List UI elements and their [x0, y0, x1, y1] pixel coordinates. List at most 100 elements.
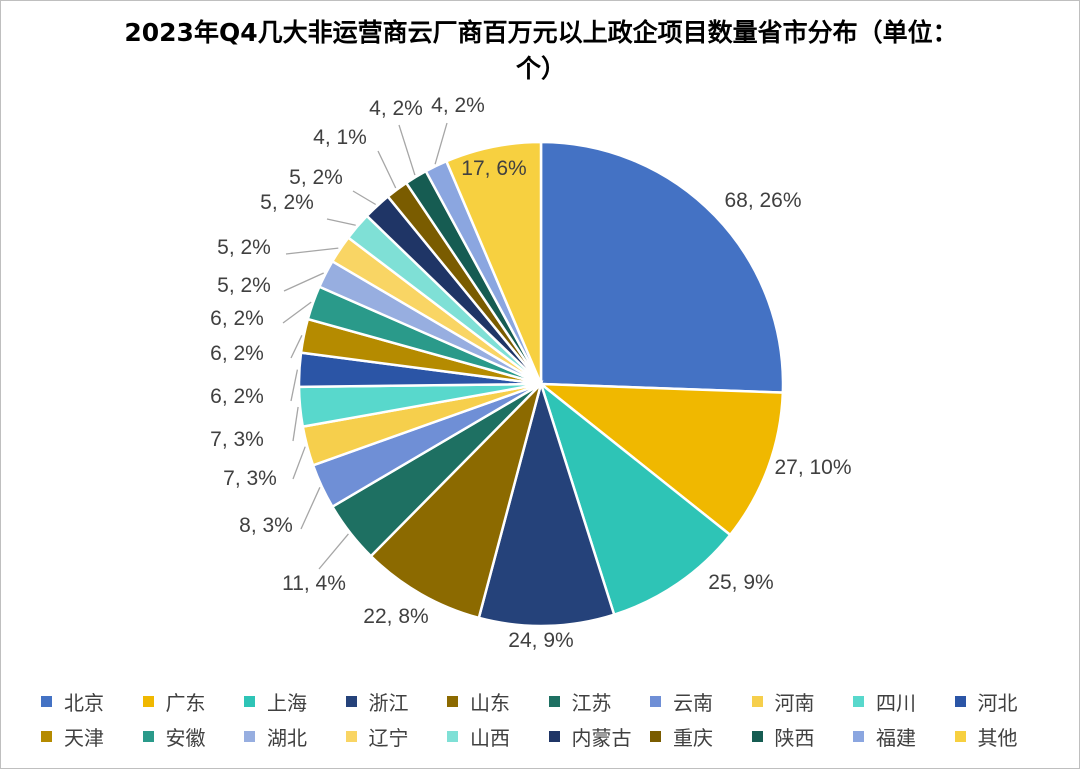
legend-label: 四川 — [876, 690, 916, 715]
legend-row: 天津 安徽 湖北 辽宁 山西 内蒙古 重庆 陕西 福建 其他 — [41, 721, 1061, 751]
legend-item: 辽宁 — [345, 721, 409, 751]
legend-item: 其他 — [954, 721, 1018, 751]
legend-label: 江苏 — [571, 690, 612, 715]
legend-swatch — [244, 730, 255, 742]
legend-swatch — [142, 730, 154, 742]
legend-item: 北京 — [41, 686, 104, 716]
legend-item: 广东 — [142, 686, 206, 716]
data-label-2: 27, 10% — [774, 456, 851, 479]
data-label-17: 4, 1% — [313, 126, 367, 149]
legend-item: 湖北 — [244, 721, 307, 751]
pie-slice-5 — [369, 379, 544, 620]
legend-label: 安徽 — [165, 725, 206, 750]
data-label-1: 68, 26% — [724, 189, 801, 212]
legend-item: 河北 — [954, 686, 1018, 716]
legend-swatch — [853, 730, 864, 742]
legend-label: 广东 — [165, 690, 206, 715]
legend-swatch — [954, 730, 966, 742]
data-label-16: 5, 2% — [289, 166, 343, 189]
legend-row: 北京 广东 上海 浙江 山东 江苏 云南 河南 四川 河北 — [41, 686, 1061, 716]
leader-line-18 — [398, 124, 416, 176]
legend-swatch — [853, 695, 864, 707]
legend-item: 四川 — [853, 686, 916, 716]
legend-label: 河南 — [774, 690, 815, 715]
legend-label: 上海 — [267, 690, 307, 715]
pie-slice-3 — [538, 380, 732, 617]
legend-label: 山西 — [470, 725, 510, 750]
data-label-13: 5, 2% — [217, 274, 271, 297]
legend-item: 山东 — [447, 686, 510, 716]
legend-label: 湖北 — [267, 725, 307, 750]
leader-line-17 — [377, 150, 397, 189]
leader-line-14 — [285, 247, 339, 255]
legend-label: 内蒙古 — [571, 725, 632, 750]
legend-item: 重庆 — [650, 721, 713, 751]
leader-line-8 — [292, 446, 306, 480]
data-label-10: 6, 2% — [210, 385, 264, 408]
data-label-9: 7, 3% — [210, 428, 264, 451]
legend-item: 浙江 — [345, 686, 409, 716]
data-label-12: 6, 2% — [210, 307, 264, 330]
data-label-11: 6, 2% — [210, 342, 264, 365]
leader-line-15 — [326, 218, 356, 226]
legend-label: 天津 — [64, 725, 104, 750]
legend-swatch — [650, 695, 661, 707]
legend-item: 云南 — [650, 686, 713, 716]
legend-swatch — [751, 695, 763, 707]
legend-swatch — [447, 730, 458, 742]
data-label-7: 8, 3% — [239, 514, 293, 537]
leader-line-12 — [282, 301, 312, 324]
legend-label: 云南 — [673, 690, 713, 715]
leader-line-7 — [300, 487, 321, 530]
leader-line-6 — [318, 533, 349, 570]
legend-swatch — [41, 695, 52, 707]
data-label-19: 4, 2% — [431, 94, 485, 117]
legend-swatch — [447, 695, 458, 707]
legend-swatch — [548, 730, 560, 742]
legend-label: 山东 — [470, 690, 510, 715]
legend-swatch — [650, 730, 661, 742]
legend-item: 河南 — [751, 686, 815, 716]
legend-swatch — [548, 695, 560, 707]
legend-item: 内蒙古 — [548, 721, 632, 751]
legend-swatch — [345, 695, 357, 707]
legend-label: 其他 — [977, 725, 1018, 750]
legend-swatch — [751, 730, 763, 742]
pie-slice-20 — [444, 140, 543, 385]
pie-slice-4 — [477, 379, 616, 628]
legend-item: 天津 — [41, 721, 104, 751]
pie-slice-2 — [537, 382, 785, 537]
legend-label: 福建 — [876, 725, 916, 750]
legend-item: 安徽 — [142, 721, 206, 751]
legend-label: 陕西 — [774, 725, 815, 750]
leader-line-10 — [290, 369, 299, 402]
pie-slice-1 — [539, 140, 785, 394]
legend-label: 河北 — [977, 690, 1018, 715]
data-label-20: 17, 6% — [461, 157, 526, 180]
leader-line-19 — [434, 122, 448, 165]
data-label-18: 4, 2% — [369, 97, 423, 120]
legend-label: 浙江 — [368, 690, 409, 715]
data-label-14: 5, 2% — [217, 236, 271, 259]
data-label-5: 22, 8% — [363, 605, 428, 628]
legend-label: 重庆 — [673, 725, 713, 750]
leader-line-13 — [283, 272, 324, 292]
data-label-8: 7, 3% — [223, 467, 277, 490]
legend-item: 上海 — [244, 686, 307, 716]
legend-label: 辽宁 — [368, 725, 409, 750]
legend-item: 江苏 — [548, 686, 612, 716]
legend-swatch — [142, 695, 154, 707]
chart-title: 2023年Q4几大非运营商云厂商百万元以上政企项目数量省市分布（单位：个） — [124, 18, 958, 83]
data-label-4: 24, 9% — [508, 629, 573, 652]
data-label-3: 25, 9% — [708, 571, 773, 594]
pie-chart: 68, 26% 27, 10% 25, 9% 24, 9% 22, 8% 11, 4% 8,… — [210, 94, 851, 652]
leader-line-11 — [290, 335, 303, 359]
data-label-15: 5, 2% — [260, 191, 314, 214]
legend-swatch — [345, 730, 357, 742]
legend-item: 陕西 — [751, 721, 815, 751]
leader-line-9 — [292, 406, 299, 442]
legend-swatch — [41, 730, 52, 742]
legend-swatch — [244, 695, 255, 707]
legend-item: 福建 — [853, 721, 916, 751]
